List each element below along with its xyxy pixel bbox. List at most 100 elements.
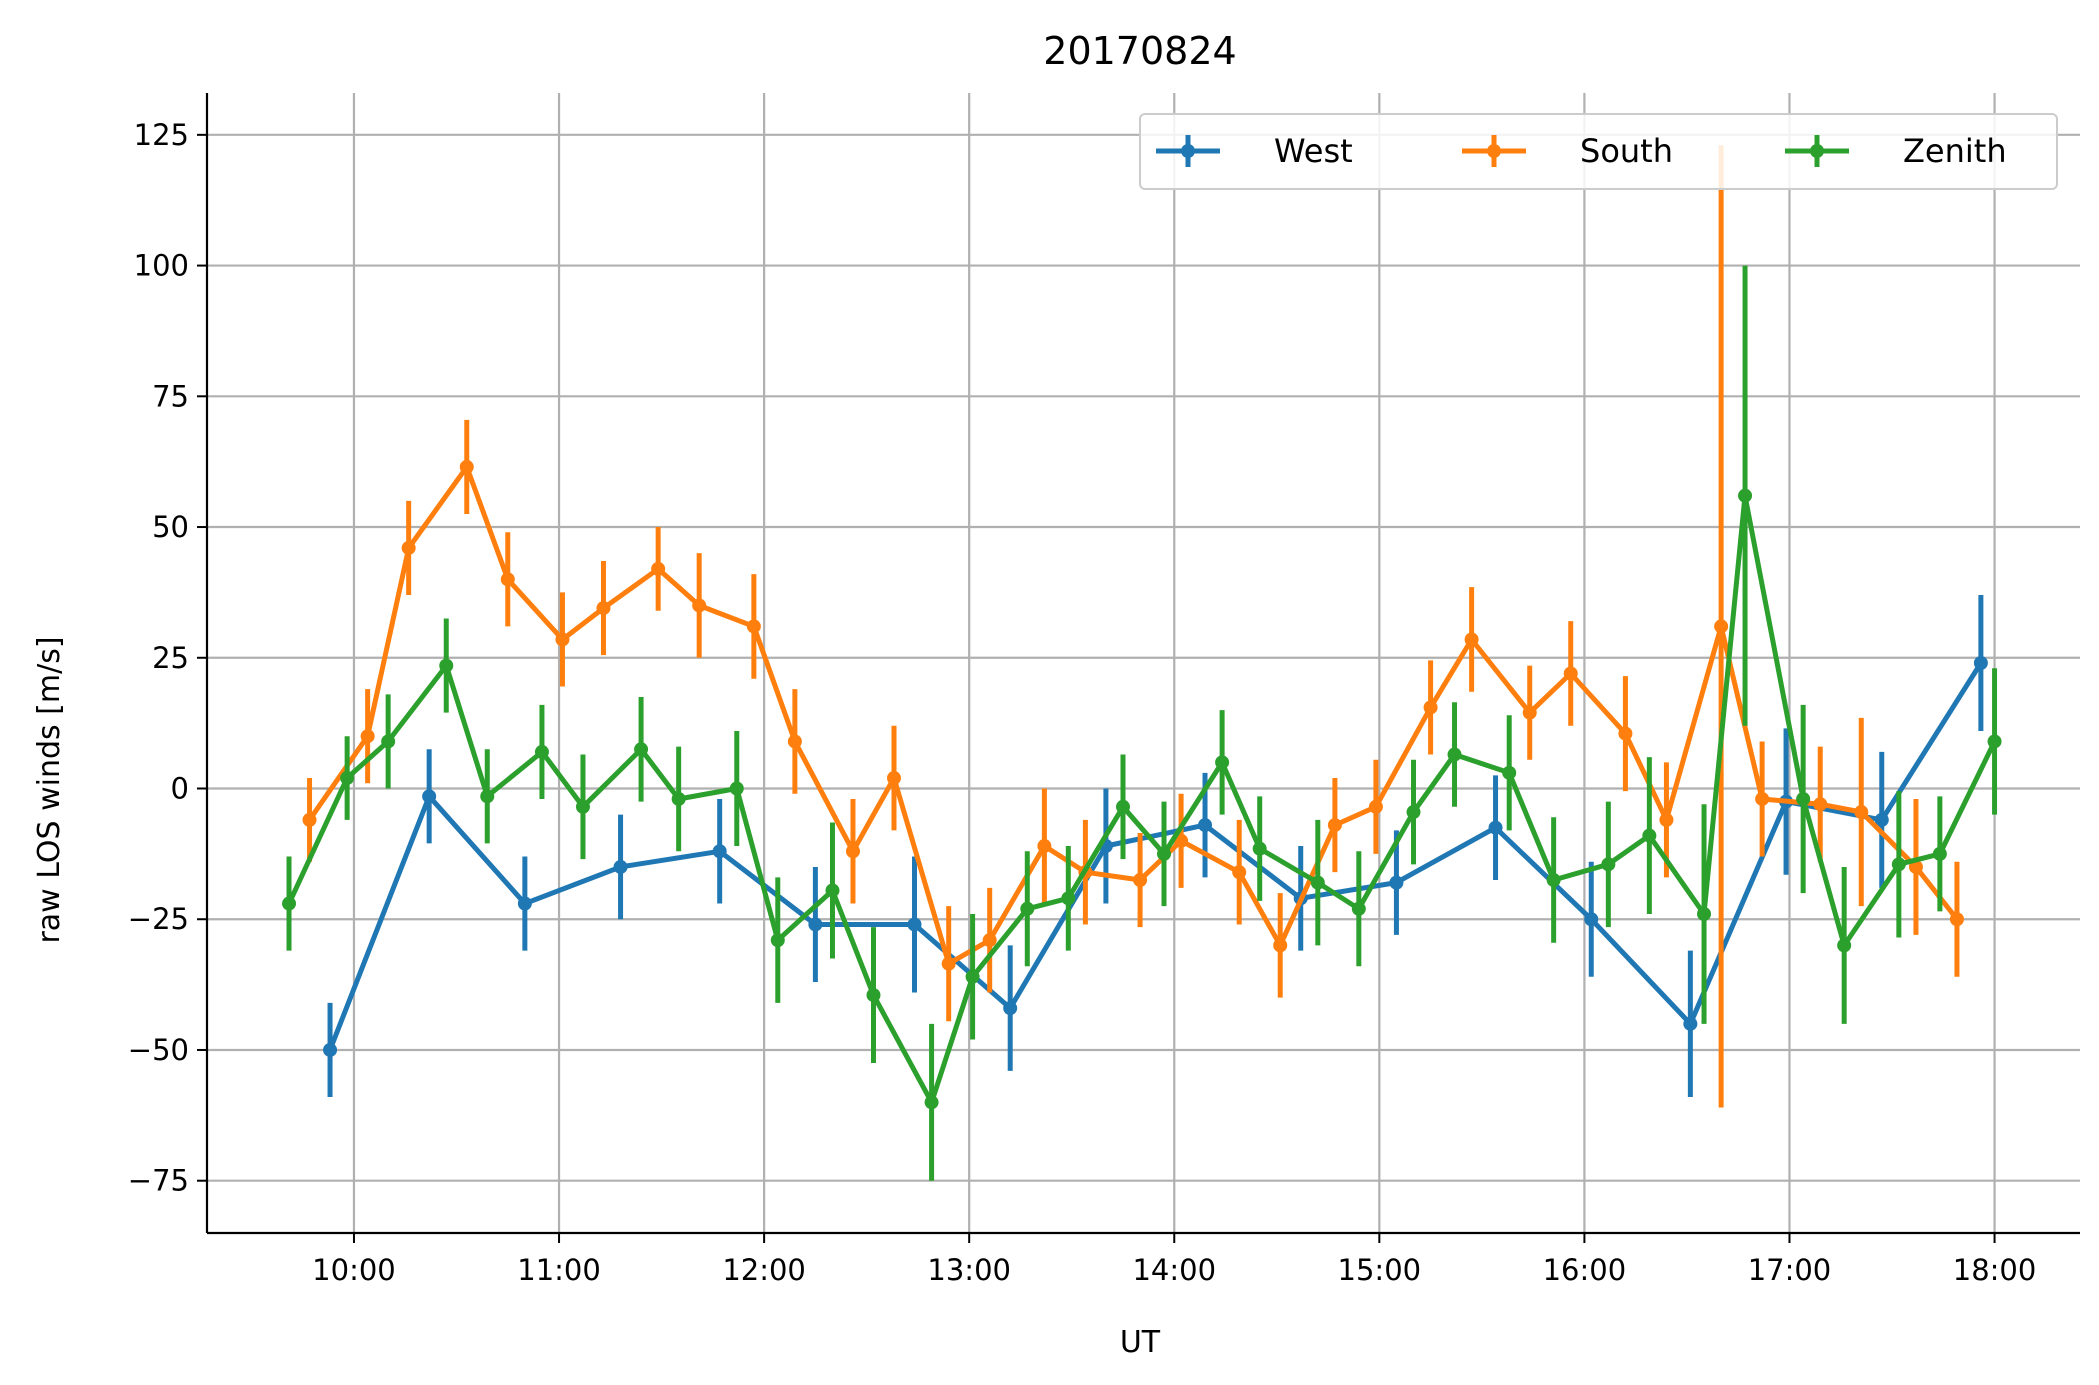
data-point-zenith (924, 1095, 939, 1110)
data-point-south (1563, 666, 1578, 681)
data-point-zenith (1502, 765, 1517, 780)
data-point-zenith (534, 744, 549, 759)
series-line-west (327, 661, 1984, 1051)
data-point-west (1973, 656, 1988, 670)
data-point-south (1659, 812, 1674, 827)
series-south (302, 145, 1964, 1108)
data-point-west (1584, 912, 1599, 927)
data-point-west (517, 896, 532, 911)
x-tick-label: 16:00 (1543, 1253, 1627, 1287)
data-point-south (1273, 938, 1288, 953)
data-point-zenith (634, 742, 649, 757)
data-point-zenith (671, 791, 686, 806)
data-point-zenith (439, 658, 454, 673)
data-point-south (1133, 873, 1148, 888)
data-point-west (1389, 875, 1404, 890)
x-tick-label: 12:00 (722, 1253, 806, 1287)
data-point-west (712, 844, 727, 859)
data-point-zenith (1546, 873, 1561, 888)
data-point-zenith (729, 781, 744, 796)
data-point-south (1949, 912, 1964, 927)
data-point-zenith (1796, 791, 1811, 806)
y-tick-label: 50 (152, 510, 189, 544)
data-point-south (360, 729, 375, 744)
data-point-south (1232, 865, 1247, 880)
x-tick-label: 11:00 (517, 1253, 601, 1287)
x-axis-ticks: 10:00 11:00 12:00 13:00 14:00 15:00 16:00 17:00… (312, 1233, 2036, 1287)
data-point-west (1683, 1016, 1698, 1031)
data-point-zenith (282, 896, 297, 911)
data-point-south (1755, 791, 1770, 806)
data-point-west (907, 917, 922, 932)
data-point-zenith (575, 799, 590, 814)
data-point-south (1618, 726, 1633, 741)
y-tick-label: 75 (152, 379, 189, 413)
data-point-zenith (1310, 875, 1325, 890)
data-point-south (1464, 632, 1479, 647)
data-point-zenith (866, 988, 881, 1003)
series-zenith (282, 265, 2002, 1181)
data-point-south (1327, 818, 1342, 833)
data-point-west (1003, 1001, 1018, 1016)
y-tick-label: 25 (152, 641, 189, 675)
data-point-south (1522, 705, 1537, 720)
data-point-south (1714, 619, 1729, 634)
data-point-west (1488, 820, 1503, 835)
data-point-zenith (1987, 734, 2002, 749)
data-point-zenith (480, 789, 495, 804)
data-point-south (1854, 805, 1869, 820)
y-axis-title: raw LOS winds [m/s] (32, 636, 67, 943)
data-point-zenith (1601, 857, 1616, 872)
y-tick-label: −75 (128, 1164, 189, 1198)
data-point-south (787, 734, 802, 749)
data-point-south (941, 956, 956, 971)
y-tick-label: 100 (134, 249, 189, 283)
y-tick-label: 0 (171, 772, 189, 806)
data-point-south (1908, 859, 1923, 874)
legend-label-west: West (1274, 132, 1353, 170)
axes (205, 93, 2080, 1235)
data-point-south (651, 561, 666, 576)
legend: West South Zenith (1139, 113, 2058, 190)
data-point-south (1813, 797, 1828, 812)
data-point-west (613, 859, 628, 874)
data-point-zenith (1157, 846, 1172, 861)
data-point-south (845, 844, 860, 859)
legend-label-zenith: Zenith (1903, 132, 2007, 170)
data-point-zenith (1837, 938, 1852, 953)
data-point-south (1368, 799, 1383, 814)
data-point-south (596, 601, 611, 616)
data-point-zenith (965, 969, 980, 984)
data-point-zenith (1738, 488, 1753, 503)
data-point-south (555, 632, 570, 647)
data-point-zenith (1697, 907, 1712, 922)
data-point-west (808, 917, 823, 932)
data-point-south (500, 572, 515, 587)
legend-frame (1139, 113, 2058, 190)
legend-label-south: South (1580, 132, 1673, 170)
data-point-south (1423, 700, 1438, 715)
data-point-zenith (340, 771, 355, 786)
data-point-south (401, 540, 416, 555)
data-point-zenith (1447, 747, 1462, 762)
data-point-zenith (1406, 805, 1421, 820)
legend-marker-zenith (1810, 144, 1824, 158)
grid (207, 93, 2080, 1233)
data-point-zenith (1061, 891, 1076, 906)
data-point-zenith (1891, 857, 1906, 872)
x-tick-label: 14:00 (1132, 1253, 1216, 1287)
legend-item-zenith: Zenith (1785, 132, 2007, 170)
data-point-south (302, 812, 317, 827)
data-point-south (886, 771, 901, 786)
x-axis-title: UT (1120, 1325, 1161, 1360)
data-point-south (1174, 833, 1189, 848)
data-point-zenith (1351, 901, 1366, 916)
legend-marker-south (1487, 144, 1501, 158)
data-point-zenith (1020, 901, 1035, 916)
y-tick-label: −50 (128, 1033, 189, 1067)
data-point-zenith (1215, 755, 1230, 770)
data-point-west (1198, 818, 1213, 833)
legend-item-south: South (1462, 132, 1673, 170)
data-point-zenith (1115, 799, 1130, 814)
y-tick-label: −25 (128, 902, 189, 936)
